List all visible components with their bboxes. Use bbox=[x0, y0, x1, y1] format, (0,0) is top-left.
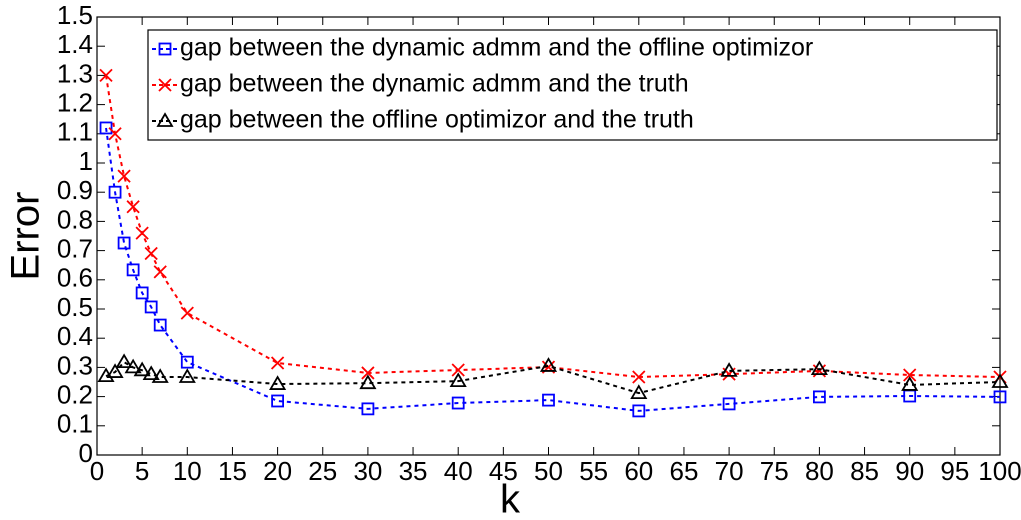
x-tick-label: 45 bbox=[489, 456, 518, 486]
marker bbox=[542, 393, 555, 407]
x-tick-label: 95 bbox=[940, 456, 969, 486]
marker bbox=[271, 394, 285, 408]
marker bbox=[180, 306, 194, 320]
marker bbox=[991, 373, 1009, 388]
x-tick-label: 75 bbox=[760, 456, 789, 486]
y-tick-label: 1.1 bbox=[57, 117, 93, 147]
marker bbox=[135, 286, 149, 300]
marker bbox=[270, 356, 285, 370]
x-tick-label: 60 bbox=[624, 456, 653, 486]
marker bbox=[126, 200, 140, 214]
marker bbox=[632, 370, 646, 384]
marker bbox=[901, 376, 919, 391]
x-tick-label: 35 bbox=[399, 456, 428, 486]
x-tick-label: 0 bbox=[90, 456, 104, 486]
marker bbox=[99, 68, 113, 83]
x-tick-label: 65 bbox=[669, 456, 698, 486]
y-tick-label: 1.2 bbox=[57, 87, 93, 117]
series-line bbox=[105, 75, 1001, 379]
marker bbox=[993, 390, 1007, 404]
marker bbox=[449, 372, 467, 388]
y-tick-label: 0.5 bbox=[57, 292, 93, 322]
y-tick-label: 0.8 bbox=[57, 204, 93, 234]
marker bbox=[144, 300, 158, 314]
marker bbox=[359, 374, 377, 390]
x-tick-label: 80 bbox=[805, 456, 834, 486]
marker bbox=[361, 402, 375, 416]
marker bbox=[269, 375, 287, 390]
y-tick-label: 0.2 bbox=[57, 379, 93, 409]
y-axis-label: Error bbox=[4, 192, 48, 281]
x-tick-label: 20 bbox=[263, 456, 292, 486]
x-tick-label: 85 bbox=[850, 456, 879, 486]
x-tick-label: 5 bbox=[135, 456, 149, 486]
y-tick-label: 0.6 bbox=[57, 263, 93, 293]
marker bbox=[133, 361, 151, 377]
x-tick-label: 90 bbox=[895, 456, 924, 486]
marker bbox=[117, 169, 131, 183]
marker bbox=[153, 265, 167, 279]
marker bbox=[903, 368, 917, 382]
marker bbox=[117, 236, 131, 250]
x-axis-label: k bbox=[500, 478, 521, 520]
marker bbox=[539, 357, 558, 372]
marker bbox=[124, 358, 142, 374]
x-tick-label: 40 bbox=[444, 456, 473, 486]
legend-label: gap between the dynamic admm and the off… bbox=[180, 34, 813, 62]
marker bbox=[156, 112, 174, 127]
x-tick-label: 50 bbox=[534, 456, 563, 486]
x-tick-label: 70 bbox=[715, 456, 744, 486]
marker bbox=[142, 365, 160, 381]
marker bbox=[451, 396, 465, 410]
marker bbox=[813, 390, 826, 404]
y-tick-label: 0.7 bbox=[57, 233, 93, 263]
x-tick-label: 15 bbox=[218, 456, 247, 486]
y-tick-label: 0.4 bbox=[57, 321, 93, 351]
y-tick-label: 1 bbox=[79, 146, 93, 176]
marker bbox=[158, 42, 172, 56]
marker bbox=[178, 368, 196, 383]
marker bbox=[126, 263, 140, 277]
x-tick-label: 10 bbox=[173, 456, 202, 486]
legend-box bbox=[147, 29, 998, 141]
legend-label: gap between the dynamic admm and the tru… bbox=[180, 70, 689, 98]
x-tick-label: 100 bbox=[978, 456, 1021, 486]
marker bbox=[632, 404, 646, 418]
x-tick-label: 55 bbox=[579, 456, 608, 486]
marker bbox=[810, 360, 828, 376]
y-tick-label: 0.1 bbox=[57, 409, 93, 439]
y-tick-label: 0.9 bbox=[57, 175, 93, 205]
marker bbox=[144, 246, 158, 261]
x-tick-label: 25 bbox=[308, 456, 337, 486]
marker bbox=[361, 366, 375, 380]
marker bbox=[451, 363, 465, 377]
marker bbox=[115, 353, 133, 369]
series-line bbox=[105, 127, 1001, 412]
marker bbox=[720, 362, 738, 377]
marker bbox=[135, 226, 149, 240]
y-tick-label: 0 bbox=[79, 438, 93, 468]
marker bbox=[106, 363, 124, 378]
legend-label: gap between the offline optimizor and th… bbox=[180, 106, 694, 134]
y-tick-label: 0.3 bbox=[57, 350, 93, 380]
x-tick-label: 30 bbox=[353, 456, 382, 486]
marker bbox=[108, 185, 122, 199]
marker bbox=[722, 397, 736, 411]
marker bbox=[99, 121, 113, 135]
marker bbox=[180, 355, 194, 369]
marker bbox=[108, 127, 122, 141]
marker bbox=[153, 318, 167, 332]
y-tick-label: 1.4 bbox=[57, 29, 93, 59]
marker bbox=[630, 384, 648, 399]
y-tick-label: 1.3 bbox=[57, 58, 93, 88]
marker bbox=[158, 78, 172, 92]
y-tick-label: 1.5 bbox=[57, 0, 93, 30]
marker bbox=[151, 368, 169, 383]
